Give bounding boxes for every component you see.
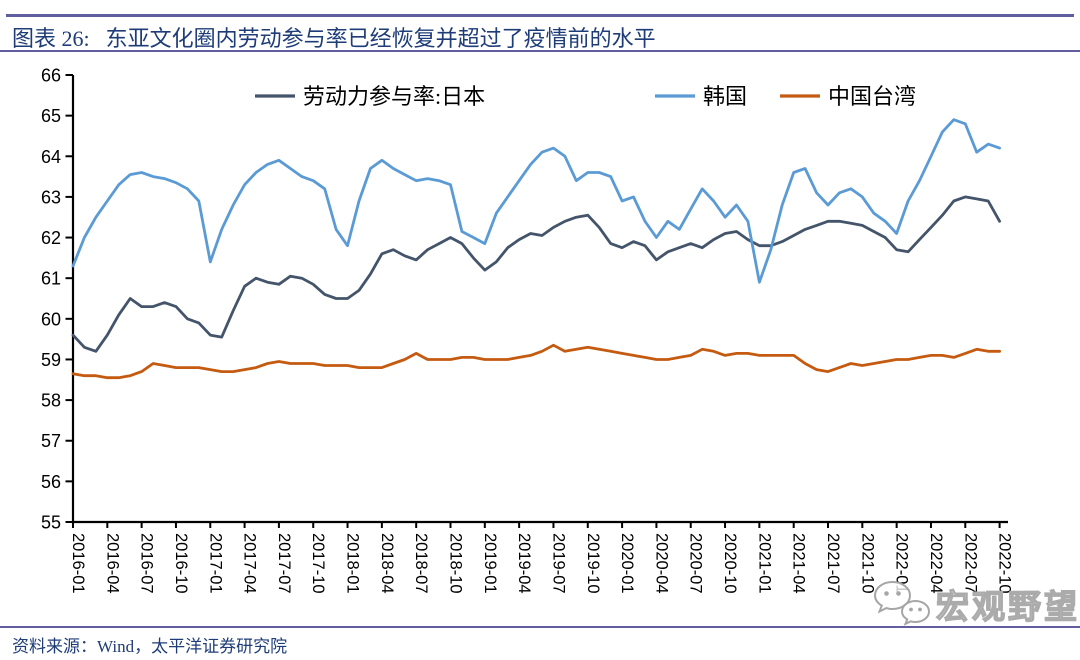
axes — [71, 75, 1008, 524]
y-axis-label: 55 — [41, 513, 61, 533]
chart-canvas: 55 56 57 58 59 60 61 62 63 64 65 66 2016-01 2016-04 20… — [41, 66, 1014, 594]
x-axis-label: 2019-07 — [549, 533, 567, 594]
x-axis-label: 2019-01 — [481, 533, 499, 594]
figure-title: 图表 26: 东亚文化圈内劳动参与率已经恢复并超过了疫情前的水平 — [12, 21, 656, 53]
x-axis-label: 2018-10 — [447, 533, 465, 594]
legend-label: 劳动力参与率:日本 — [303, 84, 485, 109]
x-axis-label: 2021-10 — [858, 533, 876, 594]
figure-number-label: 图表 26: — [12, 26, 90, 51]
figure-title-text: 东亚文化圈内劳动参与率已经恢复并超过了疫情前的水平 — [105, 26, 656, 51]
x-axis-label: 2018-01 — [344, 533, 362, 594]
y-axis-label: 65 — [41, 106, 61, 126]
y-axis-label: 62 — [41, 228, 61, 248]
x-axis-label: 2020-01 — [618, 533, 636, 594]
x-axis-label: 2016-01 — [69, 533, 87, 594]
y-axis-label: 61 — [41, 269, 61, 289]
y-axis-label: 58 — [41, 391, 61, 411]
series-line-taiwan — [71, 343, 1001, 380]
x-axis-label: 2020-04 — [652, 533, 670, 594]
x-axis-label: 2016-10 — [172, 533, 190, 594]
x-axis-label: 2022-07 — [961, 533, 979, 594]
x-axis-label: 2022-04 — [927, 533, 945, 594]
legend-label: 韩国 — [703, 84, 747, 109]
x-axis-label: 2018-04 — [378, 533, 396, 594]
top-divider — [6, 14, 1074, 17]
y-axis-label: 63 — [41, 187, 61, 207]
series-line-japan — [71, 195, 1001, 353]
y-axis-label: 60 — [41, 309, 61, 329]
legend-label: 中国台湾 — [828, 84, 916, 109]
source-note: 资料来源：Wind，太平洋证券研究院 — [12, 637, 288, 656]
y-axis-label: 59 — [41, 350, 61, 370]
x-axis-label: 2022-01 — [893, 533, 911, 594]
y-axis-label: 57 — [41, 431, 61, 451]
x-axis-label: 2020-10 — [721, 533, 739, 594]
bottom-divider — [0, 626, 1080, 628]
x-axis-label: 2020-07 — [687, 533, 705, 594]
wechat-icon — [873, 580, 931, 626]
x-axis-label: 2021-07 — [824, 533, 842, 594]
line-chart: 55 56 57 58 59 60 61 62 63 64 65 66 2016-01 2016-04 20… — [0, 58, 1080, 627]
x-axis-label: 2017-07 — [275, 533, 293, 594]
x-axis-label: 2017-10 — [309, 533, 327, 594]
x-axis-label: 2016-04 — [103, 533, 121, 594]
title-divider — [0, 50, 1080, 52]
x-axis-label: 2018-07 — [412, 533, 430, 594]
y-axis-label: 64 — [41, 147, 61, 167]
watermark: 宏观野望 — [872, 578, 1080, 630]
x-axis-label: 2016-07 — [138, 533, 156, 594]
x-axis-label: 2017-04 — [241, 533, 259, 594]
x-axis-label: 2019-04 — [515, 533, 533, 594]
x-axis-label: 2021-04 — [790, 533, 808, 594]
x-axis-label: 2017-01 — [206, 533, 224, 594]
series-line-korea — [71, 118, 1001, 284]
x-axis-label: 2022-10 — [996, 533, 1014, 594]
x-axis-label: 2021-01 — [755, 533, 773, 594]
y-axis-label: 56 — [41, 472, 61, 492]
x-axis-label: 2019-10 — [584, 533, 602, 594]
y-axis-label: 66 — [41, 66, 61, 86]
watermark-text: 宏观野望 — [935, 589, 1080, 626]
